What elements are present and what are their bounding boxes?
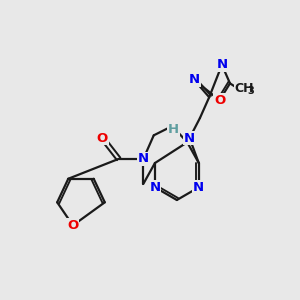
- Text: N: N: [138, 152, 149, 165]
- Text: N: N: [184, 132, 195, 145]
- Text: CH: CH: [235, 82, 254, 95]
- Text: N: N: [149, 181, 161, 194]
- Text: 3: 3: [248, 86, 254, 96]
- Text: O: O: [214, 94, 225, 107]
- Text: O: O: [67, 219, 79, 232]
- Text: N: N: [193, 181, 204, 194]
- Text: H: H: [168, 123, 179, 136]
- Text: O: O: [97, 132, 108, 145]
- Text: N: N: [216, 58, 227, 71]
- Text: N: N: [189, 74, 200, 86]
